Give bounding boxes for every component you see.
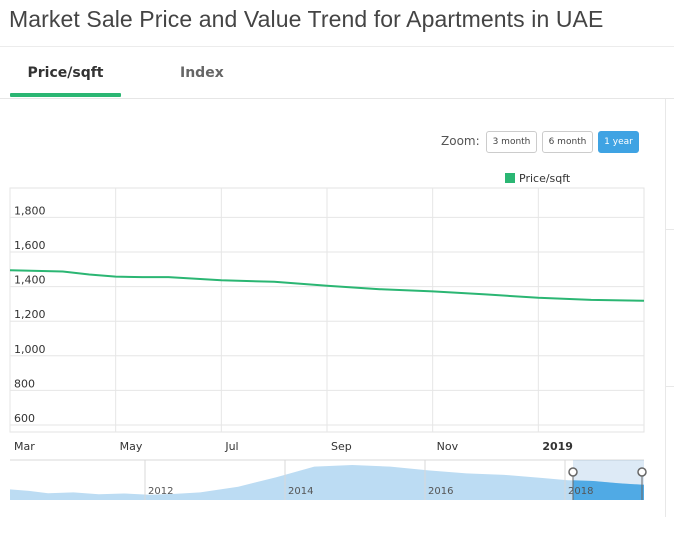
navigator-handle[interactable]	[568, 467, 578, 477]
y-tick-label: 1,800	[14, 204, 46, 217]
legend-swatch	[505, 173, 515, 183]
navigator-year-label: 2014	[288, 486, 313, 497]
plot-area	[9, 269, 645, 302]
y-tick-label: 1,000	[14, 343, 46, 356]
y-tick-label: 1,200	[14, 308, 46, 321]
tab-price-per-sqft[interactable]: Price/sqft	[10, 65, 121, 97]
chart-grid	[9, 187, 645, 433]
x-tick-label: May	[120, 440, 143, 453]
x-tick-label: 2019	[542, 440, 573, 453]
chart-legend[interactable]: Price/sqft	[505, 172, 570, 185]
range-navigator: 2012 2014 2016 2018	[10, 459, 647, 500]
y-tick-label: 800	[14, 377, 35, 390]
zoom-3-month-button[interactable]: 3 month	[486, 131, 537, 153]
page-title: Market Sale Price and Value Trend for Ap…	[9, 6, 604, 32]
x-tick-label: Jul	[224, 440, 238, 453]
y-tick-label: 1,600	[14, 239, 46, 252]
y-tick-label: 600	[14, 412, 35, 425]
title-bar: Market Sale Price and Value Trend for Ap…	[0, 0, 674, 47]
zoom-1-year-button[interactable]: 1 year	[598, 131, 639, 153]
price-trend-chart: 600 800 1,000 1,200 1,400 1,600 1,800 Mar May Ju…	[9, 187, 647, 500]
navigator-selected-area	[573, 480, 644, 500]
navigator-year-label: 2018	[568, 486, 593, 497]
zoom-6-month-button[interactable]: 6 month	[542, 131, 593, 153]
x-tick-label: Sep	[331, 440, 352, 453]
right-frame-edge	[665, 99, 674, 517]
navigator-year-label: 2016	[428, 486, 453, 497]
navigator-area	[10, 465, 644, 500]
y-tick-label: 1,400	[14, 274, 46, 287]
y-axis: 600 800 1,000 1,200 1,400 1,600 1,800	[14, 204, 46, 425]
x-axis: Mar May Jul Sep Nov 2019	[14, 440, 573, 453]
tab-index[interactable]: Index	[180, 65, 224, 81]
legend-label: Price/sqft	[519, 172, 571, 185]
navigator-year-label: 2012	[148, 486, 173, 497]
x-tick-label: Mar	[14, 440, 35, 453]
x-tick-label: Nov	[437, 440, 459, 453]
navigator-handle[interactable]	[637, 467, 647, 477]
zoom-label: Zoom:	[441, 134, 480, 148]
tab-bar: Price/sqft Index	[0, 48, 674, 99]
series-line-price-per-sqft	[9, 269, 645, 302]
